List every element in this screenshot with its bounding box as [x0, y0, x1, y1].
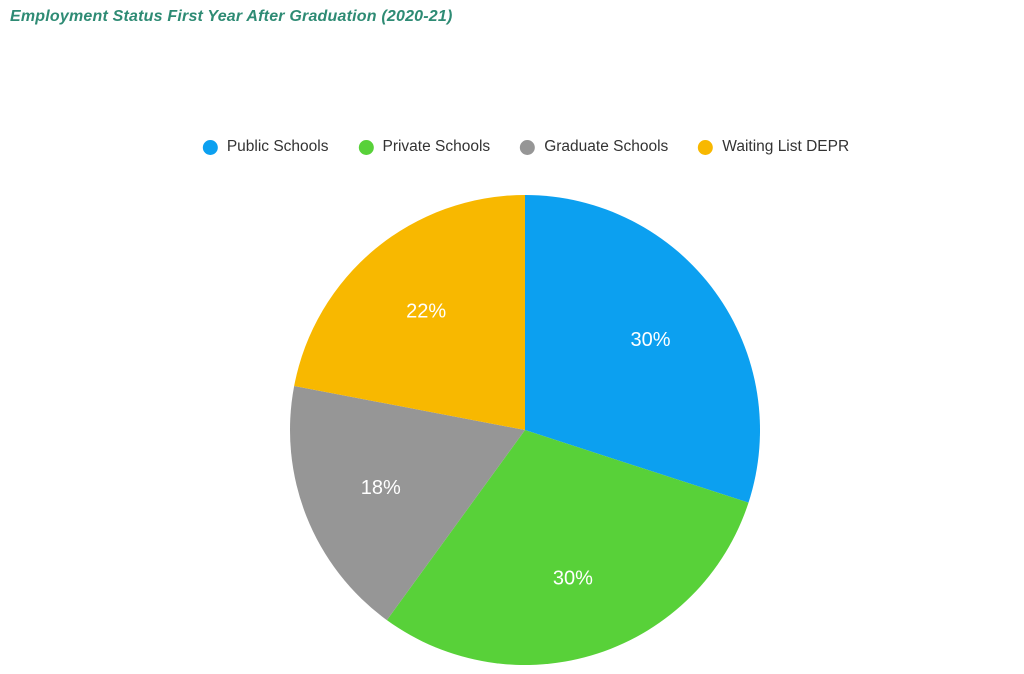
- legend-label: Graduate Schools: [544, 138, 669, 155]
- pie-slice-public-schools[interactable]: [525, 195, 761, 503]
- pie-slice-graduate-schools[interactable]: [289, 385, 525, 621]
- legend-item-private-schools[interactable]: Private Schools: [358, 137, 490, 157]
- legend-label: Public Schools: [226, 138, 329, 155]
- legend-swatch-icon: [358, 139, 374, 155]
- legend-label: Private Schools: [382, 138, 491, 155]
- legend-label: Waiting List DEPR: [722, 138, 850, 155]
- slice-value-label: 22%: [406, 301, 446, 323]
- legend-swatch-icon: [698, 139, 714, 155]
- legend-item-graduate-schools[interactable]: Graduate Schools: [520, 137, 668, 157]
- legend-swatch-icon: [202, 139, 218, 155]
- chart-title: Employment Status First Year After Gradu…: [10, 8, 453, 25]
- pie-slice-private-schools[interactable]: [386, 430, 749, 666]
- slice-value-label: 30%: [630, 329, 670, 351]
- pie-slice-waiting-list-depr[interactable]: [294, 195, 525, 430]
- slice-value-label: 30%: [553, 568, 593, 590]
- legend-swatch-icon: [520, 139, 536, 155]
- legend-item-waiting-list-depr[interactable]: Waiting List DEPR: [698, 137, 849, 157]
- legend-item-public-schools[interactable]: Public Schools: [202, 137, 329, 157]
- chart-legend: Public Schools Private Schools Graduate Sc…: [202, 137, 849, 157]
- slice-value-label: 18%: [361, 477, 401, 499]
